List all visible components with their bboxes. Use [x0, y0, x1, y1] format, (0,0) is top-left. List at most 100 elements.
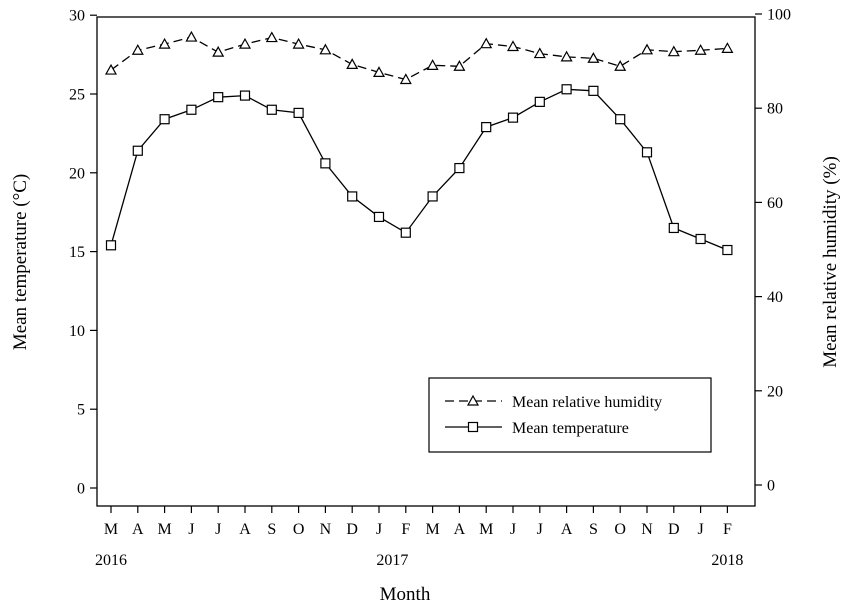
x-tick-label: J: [510, 521, 516, 538]
temperature-point: [507, 112, 519, 123]
humidity-point: [453, 60, 466, 71]
right-tick-label: 60: [767, 195, 783, 212]
right-tick-label: 80: [767, 101, 783, 118]
humidity-point: [426, 59, 439, 70]
temperature-point: [105, 240, 117, 251]
y-axis-left-title: Mean temperature (°C): [10, 174, 31, 350]
year-label: 2016: [95, 552, 127, 569]
temperature-point: [641, 147, 653, 158]
x-tick-label: N: [320, 521, 332, 538]
humidity-point: [158, 37, 171, 49]
x-tick-label: O: [614, 521, 626, 538]
legend: Mean relative humidity Mean temperature: [428, 377, 712, 453]
x-tick-label: N: [641, 521, 653, 538]
temperature-point: [427, 191, 438, 202]
temperature-point: [373, 211, 385, 223]
humidity-point: [506, 40, 520, 52]
temperature-point: [481, 121, 492, 133]
x-tick-label: D: [668, 521, 680, 538]
y-axis-right-title: Mean relative humidity (%): [820, 156, 841, 368]
humidity-point: [372, 66, 386, 78]
humidity-point: [292, 37, 305, 49]
temperature-line: [110, 88, 728, 251]
x-tick-label: F: [401, 521, 410, 538]
legend-humidity-label: Mean relative humidity: [512, 394, 662, 411]
x-tick-label: A: [561, 521, 573, 538]
temperature-point: [132, 145, 143, 156]
x-tick-label: M: [157, 521, 171, 538]
left-axis: 0 5 10 15 20 25 30: [69, 8, 97, 498]
left-tick-label: 10: [69, 323, 85, 340]
x-tick-label: M: [479, 521, 493, 538]
humidity-point: [667, 45, 680, 57]
right-tick-label: 0: [767, 478, 775, 495]
humidity-line: [110, 36, 728, 81]
series-layer: [104, 30, 734, 256]
humidity-point: [614, 60, 627, 71]
legend-box: [428, 377, 712, 453]
temperature-point: [239, 90, 251, 101]
x-tick-label: O: [293, 521, 305, 538]
legend-temperature-label: Mean temperature: [512, 420, 629, 437]
temperature-point: [695, 233, 706, 245]
humidity-point: [265, 31, 278, 43]
x-tick-label: S: [267, 521, 276, 538]
right-tick-label: 100: [767, 7, 791, 24]
temperature-point: [159, 114, 170, 125]
x-tick-label: M: [425, 521, 439, 538]
x-tick-label: J: [376, 521, 382, 538]
left-tick-label: 5: [77, 402, 85, 419]
humidity-point: [238, 37, 252, 49]
temperature-point: [534, 96, 545, 107]
temperature-point: [186, 104, 197, 115]
year-label: 2017: [376, 552, 408, 569]
right-tick-label: 20: [767, 383, 783, 400]
x-tick-label: J: [188, 521, 194, 538]
temperature-point: [454, 162, 465, 174]
left-tick-label: 0: [77, 481, 85, 498]
x-tick-label: A: [239, 521, 251, 538]
left-tick-label: 25: [69, 87, 85, 104]
humidity-point: [560, 50, 573, 62]
right-tick-label: 40: [767, 289, 783, 306]
legend-triangle-marker: [466, 394, 480, 406]
temperature-point: [266, 104, 277, 115]
x-tick-label: J: [697, 521, 703, 538]
x-tick-label: A: [132, 521, 144, 538]
temperature-point: [293, 107, 304, 119]
temperature-point: [320, 158, 331, 169]
temperature-point: [400, 227, 411, 238]
humidity-point: [640, 43, 654, 55]
left-tick-label: 20: [69, 165, 85, 182]
humidity-point: [533, 47, 546, 59]
humidity-point: [587, 52, 600, 63]
humidity-point: [480, 37, 493, 49]
right-axis: 0 20 40 60 80 100: [755, 7, 791, 495]
temperature-point: [615, 114, 626, 125]
x-tick-label: J: [537, 521, 543, 538]
humidity-point: [721, 42, 734, 53]
temperature-point: [722, 244, 733, 256]
x-tick-label: M: [104, 521, 118, 538]
humidity-point: [104, 63, 118, 75]
temperature-point: [561, 84, 572, 95]
humidity-point: [185, 30, 198, 42]
left-tick-label: 30: [69, 8, 85, 25]
humidity-point: [694, 44, 707, 55]
x-axis-title: Month: [380, 584, 431, 605]
temperature-point: [668, 222, 679, 234]
x-tick-label: S: [589, 521, 598, 538]
humidity-point: [319, 43, 332, 55]
x-tick-label: F: [723, 521, 732, 538]
humidity-point: [399, 73, 412, 85]
legend-square-marker: [467, 421, 479, 433]
humidity-point: [131, 44, 144, 55]
temperature-point: [588, 85, 599, 96]
year-label: 2018: [711, 552, 743, 569]
temperature-point: [213, 92, 224, 103]
x-tick-label: J: [215, 521, 221, 538]
humidity-point: [212, 45, 225, 57]
x-tick-label: D: [346, 521, 358, 538]
